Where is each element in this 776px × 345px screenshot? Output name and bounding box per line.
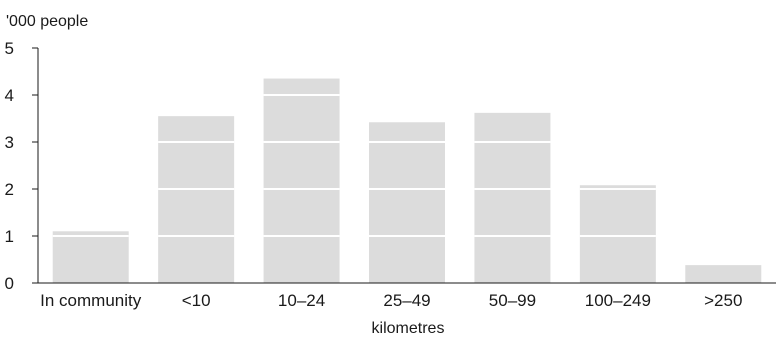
bar (263, 78, 340, 283)
x-axis: In community <10 10–24 25–49 50–99 100–249 >25… (38, 282, 776, 310)
x-tick-label: 10–24 (278, 291, 325, 310)
bar (579, 185, 656, 283)
y-axis: 0 1 2 3 4 5 (5, 39, 39, 293)
bar (474, 112, 551, 283)
bars-group (52, 78, 762, 284)
y-tick-label: 1 (5, 227, 14, 246)
y-axis-label: '000 people (6, 13, 88, 30)
x-tick-label: >250 (704, 291, 742, 310)
x-tick-label: In community (40, 291, 142, 310)
y-tick-label: 2 (5, 180, 14, 199)
bar (158, 116, 235, 284)
y-tick-label: 4 (5, 86, 14, 105)
y-tick-label: 3 (5, 133, 14, 152)
bar (52, 231, 129, 283)
x-tick-label: 100–249 (585, 291, 651, 310)
y-tick-label: 0 (5, 274, 14, 293)
y-tick-label: 5 (5, 39, 14, 58)
bar (685, 265, 762, 283)
x-tick-label: 25–49 (383, 291, 430, 310)
x-axis-label: kilometres (372, 320, 445, 337)
x-tick-label: <10 (182, 291, 211, 310)
x-tick-label: 50–99 (489, 291, 536, 310)
bar (369, 122, 445, 283)
